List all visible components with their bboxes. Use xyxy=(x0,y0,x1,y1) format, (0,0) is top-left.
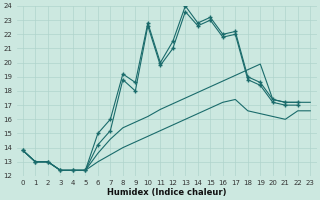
X-axis label: Humidex (Indice chaleur): Humidex (Indice chaleur) xyxy=(107,188,226,197)
